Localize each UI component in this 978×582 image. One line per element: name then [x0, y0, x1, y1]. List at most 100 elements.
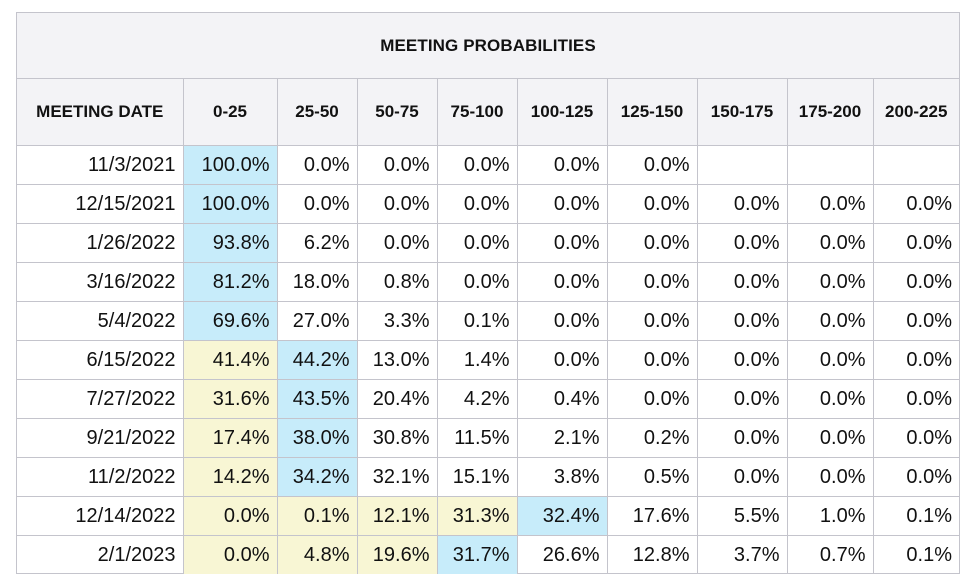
probability-cell: 34.2% [277, 457, 358, 497]
probability-cell: 0.0% [697, 340, 788, 380]
meeting-date-cell: 5/4/2022 [17, 301, 184, 341]
probability-cell: 0.0% [873, 301, 959, 341]
column-header-200-225: 200-225 [873, 79, 959, 146]
probability-cell: 0.0% [607, 145, 698, 185]
column-header-25-50: 25-50 [277, 79, 358, 146]
table-row: 1/26/2022 93.8% 6.2% 0.0% 0.0% 0.0% 0.0% 0.0% 0.… [17, 223, 959, 263]
probability-cell: 2.1% [517, 418, 608, 458]
probability-cell: 0.0% [357, 184, 438, 224]
probability-cell: 0.0% [517, 184, 608, 224]
header-row: MEETING DATE 0-25 25-50 50-75 75-100 100… [17, 79, 959, 146]
probability-cell: 5.5% [697, 496, 788, 536]
probability-cell: 0.0% [787, 223, 874, 263]
probability-cell: 11.5% [437, 418, 518, 458]
probability-cell: 0.0% [357, 223, 438, 263]
probability-cell: 0.0% [357, 145, 438, 185]
probability-cell: 44.2% [277, 340, 358, 380]
probability-cell: 3.3% [357, 301, 438, 341]
probability-cell: 0.0% [607, 184, 698, 224]
probability-cell: 31.3% [437, 496, 518, 536]
probability-cell: 30.8% [357, 418, 438, 458]
probability-cell: 100.0% [183, 145, 278, 185]
probability-cell: 0.0% [787, 262, 874, 302]
probability-cell: 0.0% [183, 496, 278, 536]
probability-cell: 0.0% [517, 301, 608, 341]
meeting-date-cell: 11/3/2021 [17, 145, 184, 185]
meeting-date-cell: 9/21/2022 [17, 418, 184, 458]
probability-cell [787, 145, 874, 185]
column-header-150-175: 150-175 [697, 79, 788, 146]
probability-cell: 0.0% [787, 418, 874, 458]
probability-cell: 26.6% [517, 535, 608, 574]
probability-cell: 14.2% [183, 457, 278, 497]
probability-cell: 1.4% [437, 340, 518, 380]
table-row: 11/3/2021 100.0% 0.0% 0.0% 0.0% 0.0% 0.0% [17, 145, 959, 185]
probability-cell: 0.0% [787, 340, 874, 380]
probability-cell [873, 145, 959, 185]
meeting-date-cell: 3/16/2022 [17, 262, 184, 302]
column-header-meeting-date: MEETING DATE [17, 79, 184, 146]
probability-cell: 31.7% [437, 535, 518, 574]
probability-cell: 0.0% [697, 262, 788, 302]
probability-cell: 19.6% [357, 535, 438, 574]
probability-cell: 38.0% [277, 418, 358, 458]
probability-cell: 0.0% [437, 145, 518, 185]
table-row: 5/4/2022 69.6% 27.0% 3.3% 0.1% 0.0% 0.0% 0.0% 0.… [17, 301, 959, 341]
probability-cell: 0.0% [607, 301, 698, 341]
probability-cell: 0.0% [873, 340, 959, 380]
probability-cell: 0.7% [787, 535, 874, 574]
probability-cell: 3.8% [517, 457, 608, 497]
probability-cell: 27.0% [277, 301, 358, 341]
probability-cell: 0.0% [697, 184, 788, 224]
probability-table: MEETING DATE 0-25 25-50 50-75 75-100 100… [17, 79, 959, 574]
probability-cell: 0.0% [607, 379, 698, 419]
table-row: 2/1/2023 0.0% 4.8% 19.6% 31.7% 26.6% 12.8% 3.7%… [17, 535, 959, 574]
probability-cell: 17.4% [183, 418, 278, 458]
probability-cell: 41.4% [183, 340, 278, 380]
meeting-probabilities-panel: MEETING PROBABILITIES MEETING DATE 0-25 … [16, 12, 960, 574]
probability-cell: 3.7% [697, 535, 788, 574]
column-header-175-200: 175-200 [787, 79, 874, 146]
probability-cell: 6.2% [277, 223, 358, 263]
meeting-date-cell: 2/1/2023 [17, 535, 184, 574]
probability-cell: 18.0% [277, 262, 358, 302]
probability-cell: 0.0% [517, 223, 608, 263]
probability-cell: 0.0% [873, 457, 959, 497]
probability-cell: 0.0% [787, 379, 874, 419]
table-row: 11/2/2022 14.2% 34.2% 32.1% 15.1% 3.8% 0.5% 0.0… [17, 457, 959, 497]
probability-cell: 0.0% [873, 262, 959, 302]
probability-cell: 0.1% [906, 543, 952, 566]
probability-cell: 4.2% [437, 379, 518, 419]
probability-cell: 0.0% [697, 301, 788, 341]
table-row: 3/16/2022 81.2% 18.0% 0.8% 0.0% 0.0% 0.0% 0.0% 0… [17, 262, 959, 302]
table-row: 12/14/2022 0.0% 0.1% 12.1% 31.3% 32.4% 17.6% 5.… [17, 496, 959, 536]
probability-cell: 32.1% [357, 457, 438, 497]
probability-cell: 0.4% [517, 379, 608, 419]
probability-cell: 0.1% [437, 301, 518, 341]
column-header-0-25: 0-25 [183, 79, 278, 146]
probability-cell: 0.2% [607, 418, 698, 458]
probability-cell: 0.0% [607, 223, 698, 263]
probability-cell: 13.0% [357, 340, 438, 380]
probability-cell: 17.6% [607, 496, 698, 536]
table-row: 9/21/2022 17.4% 38.0% 30.8% 11.5% 2.1% 0.2% 0.0… [17, 418, 959, 458]
column-header-125-150: 125-150 [607, 79, 698, 146]
meeting-date-cell: 12/15/2021 [17, 184, 184, 224]
probability-cell: 0.0% [437, 262, 518, 302]
probability-cell: 43.5% [277, 379, 358, 419]
probability-cell: 0.0% [697, 223, 788, 263]
probability-cell: 0.0% [697, 379, 788, 419]
probability-cell: 20.4% [357, 379, 438, 419]
meeting-date-cell: 1/26/2022 [17, 223, 184, 263]
probability-cell: 0.0% [697, 418, 788, 458]
probability-cell: 0.0% [873, 379, 959, 419]
column-header-50-75: 50-75 [357, 79, 438, 146]
meeting-date-cell: 11/2/2022 [17, 457, 184, 497]
probability-cell: 4.8% [277, 535, 358, 574]
probability-cell: 0.8% [357, 262, 438, 302]
probability-cell: 0.0% [607, 340, 698, 380]
probability-cell: 0.0% [517, 340, 608, 380]
table-row: 12/15/2021 100.0% 0.0% 0.0% 0.0% 0.0% 0.0% 0.0%… [17, 184, 959, 224]
probability-cell: 0.0% [277, 145, 358, 185]
probability-cell: 0.0% [437, 184, 518, 224]
